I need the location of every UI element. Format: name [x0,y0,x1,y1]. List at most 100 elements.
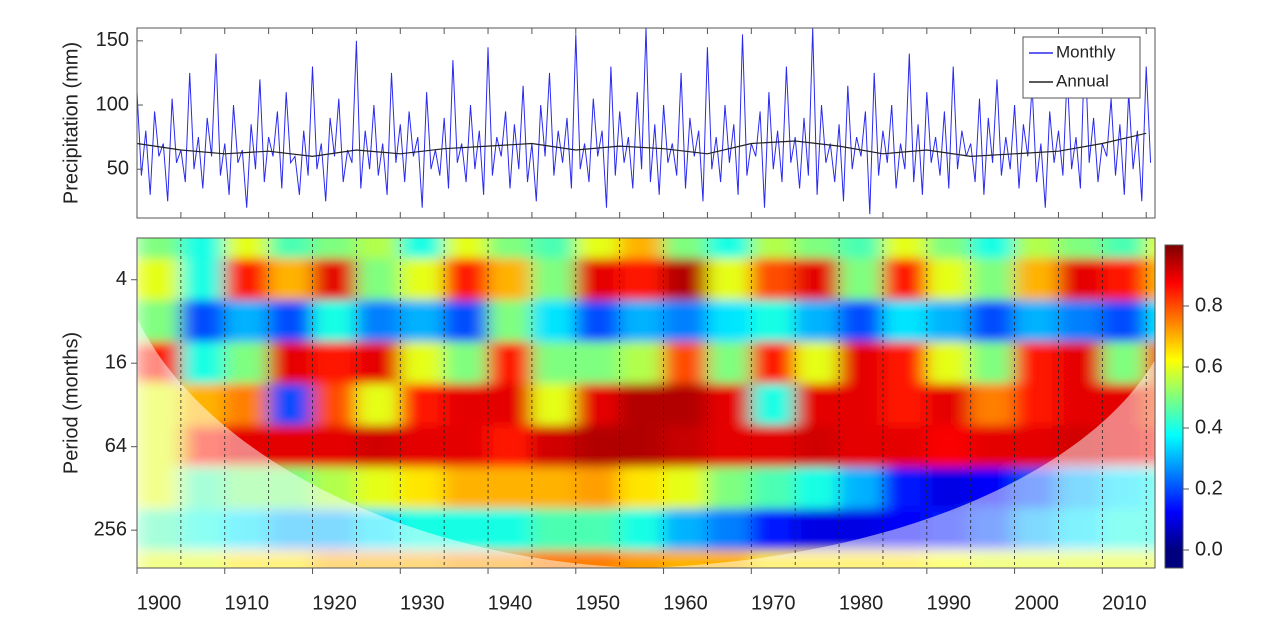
heat-cell [882,300,928,343]
heat-cell [399,300,445,343]
heat-cell [355,425,401,469]
heat-cell [750,383,796,427]
x-tick-label: 1940 [488,592,533,614]
heat-cell [838,238,884,260]
heat-cell [750,258,796,302]
x-tick-label: 1960 [663,592,708,614]
heat-cell [137,238,182,260]
heat-cell [487,258,533,302]
heat-cell [619,383,665,427]
heat-cell [575,341,621,385]
heat-cell [268,383,314,427]
heat-cell [619,258,665,302]
heat-cell [1014,300,1059,343]
heat-cell [312,238,357,260]
heat-cell [882,258,928,302]
heat-cell [355,300,401,343]
heat-cell [575,300,621,343]
heat-cell [794,425,840,469]
heat-cell [1101,341,1147,385]
heat-cell [1014,383,1059,427]
heat-cell [970,341,1016,385]
heat-cell [224,238,270,260]
heat-cell [399,238,445,260]
heat-cell [882,238,928,260]
heat-cell [794,341,840,385]
colorbar-tick-label: 0.0 [1195,538,1223,560]
x-tick-label: 2000 [1014,592,1059,614]
heat-cell [706,383,752,427]
heat-cell [487,238,533,260]
heat-cell [531,425,577,469]
heat-cell [926,238,972,260]
heat-cell [575,425,621,469]
heat-cell [180,238,226,260]
colorbar [1165,245,1183,550]
heat-cell [970,258,1016,302]
heat-cell [399,467,445,510]
heat-cell [706,300,752,343]
heat-cell [970,300,1016,343]
heat-cell [926,300,972,343]
y-tick-label: 256 [94,518,127,540]
heat-cell [838,467,884,510]
overlay [180,28,1147,568]
heat-cell [926,383,972,427]
heat-cell [794,383,840,427]
heat-cell [180,341,226,385]
heat-cell [706,258,752,302]
heat-cell [926,258,972,302]
x-tick-label: 1970 [751,592,796,614]
heat-cell [355,341,401,385]
heat-cell [619,508,665,552]
heat-cell [355,238,401,260]
heat-cell [794,508,840,552]
heat-cell [663,383,708,427]
heat-cell [882,383,928,427]
y-axis-title: Period (months) [60,332,82,474]
heat-cell [1014,341,1059,385]
heat-cell [443,467,489,510]
colorbar-tick-label: 0.8 [1195,294,1223,316]
heat-cell [531,467,577,510]
frame [136,27,1156,219]
heat-cell [312,300,357,343]
heat-cell [750,467,796,510]
heat-cell [838,258,884,302]
y-tick-label: 50 [107,157,129,179]
heat-cell [180,258,226,302]
heat-cell [1014,238,1059,260]
heat-cell [575,467,621,510]
heat-cell [1145,341,1155,385]
heat-cell [1101,258,1147,302]
heat-cell [882,467,928,510]
heat-cell [575,258,621,302]
heat-cell [926,467,972,510]
heat-cell [531,300,577,343]
heat-cell [268,341,314,385]
heat-cell [794,238,840,260]
heat-cell [663,508,708,552]
heat-cell [706,341,752,385]
heat-cell [1101,238,1147,260]
heat-cell [970,383,1016,427]
x-tick-label: 1900 [137,592,182,614]
plot-top [137,28,1152,215]
y-tick-label: 64 [105,435,127,457]
line-series [137,132,1147,158]
heat-cell [706,425,752,469]
heat-cell [926,425,972,469]
heat-cell [1101,300,1147,343]
heat-cell [531,258,577,302]
heat-cell [224,383,270,427]
heat-cell [137,258,182,302]
y-axis-title: Precipitation (mm) [60,42,82,204]
heat-cell [1145,258,1155,302]
legend-label: Annual [1056,71,1109,90]
heat-cell [399,258,445,302]
heat-cell [531,383,577,427]
heat-cell [487,467,533,510]
x-tick-label: 1910 [225,592,270,614]
x-tick-label: 2010 [1102,592,1147,614]
